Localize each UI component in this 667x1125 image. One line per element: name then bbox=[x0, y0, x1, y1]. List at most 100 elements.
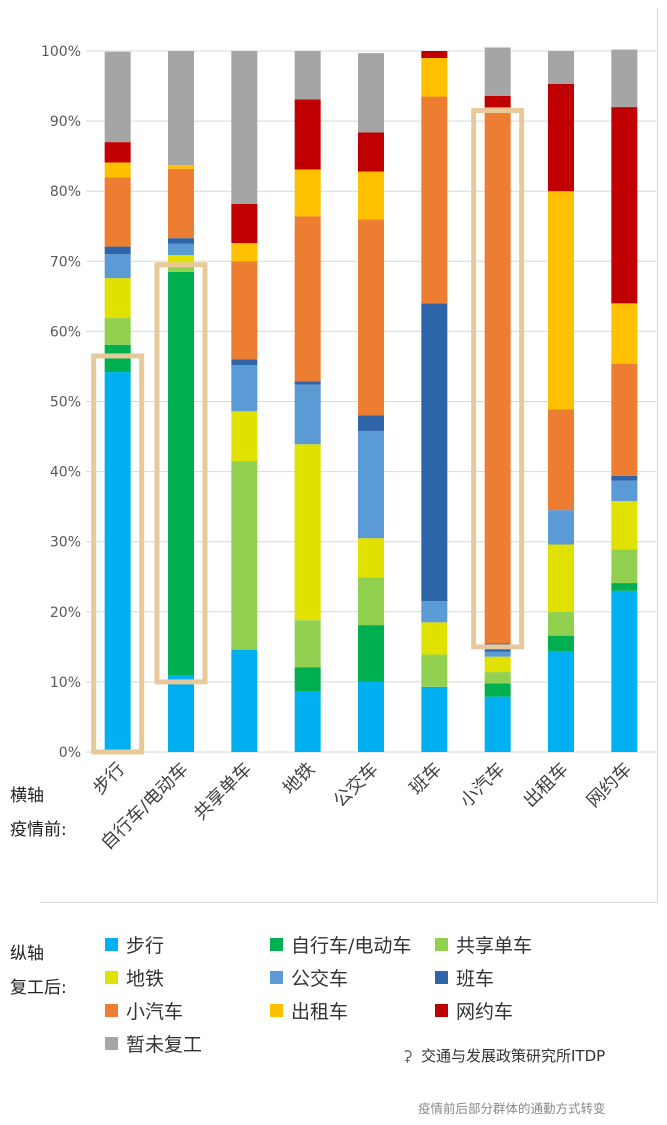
bar-segment bbox=[168, 168, 194, 239]
bar-segment bbox=[168, 265, 194, 272]
legend-label: 地铁 bbox=[126, 968, 165, 990]
bar-segment bbox=[484, 672, 511, 684]
legend-item: 暂未复工 bbox=[105, 1030, 202, 1057]
highlight-box bbox=[471, 108, 525, 650]
bar-segment bbox=[421, 96, 448, 304]
bar-segment bbox=[294, 381, 321, 385]
bar-segment bbox=[358, 625, 384, 682]
x-tick-label: 公交车 bbox=[330, 759, 383, 812]
bar-segment bbox=[611, 583, 638, 591]
bar-segment bbox=[548, 191, 574, 410]
bar-segment bbox=[231, 51, 258, 204]
bar-segment bbox=[548, 510, 574, 545]
bar-segment bbox=[231, 411, 258, 462]
bar-segment bbox=[611, 480, 638, 502]
bar-segment bbox=[484, 95, 511, 108]
bar-segment bbox=[231, 359, 258, 366]
bar-segment bbox=[358, 577, 384, 626]
legend-label: 暂未复工 bbox=[126, 1034, 203, 1056]
y-tick-label: 80% bbox=[50, 184, 81, 200]
bar-segment bbox=[294, 216, 321, 382]
bar-segment bbox=[548, 51, 574, 84]
watermark: ⚳ 交通与发展政策研究所ITDP bbox=[402, 1045, 605, 1066]
bar-segment bbox=[231, 243, 258, 262]
legend-item: 出租车 bbox=[270, 997, 348, 1024]
y-axis-caption-1: 纵轴 bbox=[10, 944, 44, 964]
bar-segment bbox=[358, 538, 384, 578]
bar-segment bbox=[358, 415, 384, 431]
legend-label: 班车 bbox=[456, 968, 495, 990]
bar-segment bbox=[104, 318, 131, 345]
y-axis-caption-2: 复工后: bbox=[10, 978, 67, 998]
bar-segment bbox=[358, 430, 384, 539]
y-tick-label: 70% bbox=[50, 254, 81, 270]
bar-segment bbox=[168, 254, 194, 266]
x-axis-caption-1: 横轴 bbox=[10, 786, 44, 806]
bar-segment bbox=[548, 651, 574, 752]
legend-swatch bbox=[270, 938, 283, 951]
bar-segment bbox=[611, 49, 638, 108]
bar-segment bbox=[168, 51, 194, 166]
bar-segment bbox=[104, 142, 131, 163]
bar-segment bbox=[104, 51, 131, 143]
legend-label: 共享单车 bbox=[456, 935, 533, 957]
bar-segment bbox=[421, 622, 448, 655]
x-tick-label: 地铁 bbox=[279, 759, 319, 799]
bar-segment bbox=[168, 271, 194, 676]
bar-segment bbox=[611, 475, 638, 481]
bar-segment bbox=[231, 649, 258, 752]
bar-segment bbox=[358, 171, 384, 220]
bar-segment bbox=[611, 107, 638, 304]
bar-segment bbox=[484, 107, 511, 644]
bar-segment bbox=[104, 246, 131, 255]
legend-swatch bbox=[105, 971, 118, 984]
bar-segment bbox=[484, 656, 511, 673]
bar-segment bbox=[421, 601, 448, 623]
bar-segment bbox=[294, 169, 321, 217]
bar-segment bbox=[421, 686, 448, 752]
legend-label: 步行 bbox=[126, 935, 165, 957]
stacked-bar-chart: 0%10%20%30%40%50%60%70%80%90%100%步行自行车/电… bbox=[41, 44, 656, 854]
highlight-box bbox=[154, 262, 208, 685]
legend-item: 地铁 bbox=[105, 964, 164, 991]
bar-segment bbox=[231, 261, 258, 360]
y-tick-label: 90% bbox=[50, 114, 81, 130]
bar-segment bbox=[168, 165, 194, 169]
bar-segment bbox=[294, 620, 321, 668]
bar-segment bbox=[421, 51, 448, 59]
bar-segment bbox=[611, 549, 638, 584]
legend-swatch bbox=[435, 1004, 448, 1017]
y-tick-label: 0% bbox=[59, 745, 81, 761]
bar-segment bbox=[294, 51, 321, 100]
bar-segment bbox=[484, 696, 511, 752]
legend-swatch bbox=[435, 971, 448, 984]
bar-segment bbox=[104, 278, 131, 319]
legend-label: 网约车 bbox=[456, 1001, 514, 1023]
legend-label: 自行车/电动车 bbox=[291, 935, 412, 957]
y-tick-label: 50% bbox=[50, 395, 81, 411]
bar-segment bbox=[484, 47, 511, 96]
bar-segment bbox=[104, 372, 131, 752]
bar-segment bbox=[168, 243, 194, 255]
bar-segment bbox=[421, 58, 448, 97]
bar-segment bbox=[294, 384, 321, 445]
bar-segment bbox=[421, 303, 448, 602]
figure-caption: 疫情前后部分群体的通勤方式转变 bbox=[418, 1101, 606, 1116]
bar-segment bbox=[168, 238, 194, 244]
legend-item: 班车 bbox=[435, 964, 494, 991]
bar-segment bbox=[168, 675, 194, 752]
y-tick-label: 20% bbox=[50, 605, 81, 621]
bar-segment bbox=[358, 219, 384, 416]
bar-segment bbox=[231, 365, 258, 412]
bar-segment bbox=[548, 544, 574, 612]
chart-frame bbox=[40, 8, 658, 903]
bar-segment bbox=[358, 681, 384, 752]
bar-segment bbox=[104, 162, 131, 178]
legend-label: 小汽车 bbox=[126, 1001, 184, 1023]
bar-segment bbox=[484, 651, 511, 657]
watermark-text: 交通与发展政策研究所ITDP bbox=[421, 1047, 606, 1065]
bar-segment bbox=[358, 132, 384, 172]
legend-item: 网约车 bbox=[435, 997, 513, 1024]
bar-segment bbox=[231, 203, 258, 244]
x-tick-label: 步行 bbox=[89, 759, 129, 799]
